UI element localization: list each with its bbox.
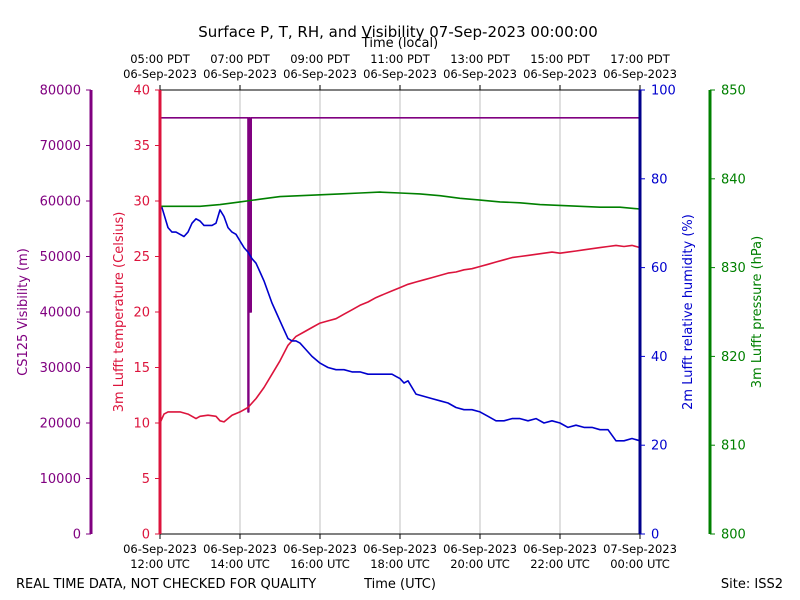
visibility-tick-label: 60000 (40, 195, 81, 210)
bottom-tick-label: 06-Sep-2023 (523, 542, 597, 556)
top-tick-label: 13:00 PDT (450, 52, 511, 66)
bottom-tick-label: 00:00 UTC (610, 557, 670, 571)
pressure-tick-label: 840 (721, 172, 746, 187)
visibility-tick-label: 70000 (40, 139, 81, 154)
top-tick-label: 05:00 PDT (130, 52, 191, 66)
temperature-tick-label: 30 (133, 195, 150, 210)
bottom-tick-label: 07-Sep-2023 (603, 542, 677, 556)
bottom-tick-label: 06-Sep-2023 (123, 542, 197, 556)
bottom-tick-label: 06-Sep-2023 (363, 542, 437, 556)
bottom-tick-label: 06-Sep-2023 (443, 542, 517, 556)
top-tick-label: 09:00 PDT (290, 52, 351, 66)
top-tick-label: 15:00 PDT (530, 52, 591, 66)
pressure-tick-label: 830 (721, 261, 746, 276)
humidity-tick-label: 20 (651, 439, 668, 454)
temperature-tick-label: 0 (142, 528, 150, 543)
bottom-tick-label: 12:00 UTC (130, 557, 190, 571)
visibility-axis-label: CS125 Visibility (m) (16, 248, 31, 376)
top-tick-label: 06-Sep-2023 (203, 67, 277, 81)
pressure-tick-label: 800 (721, 528, 746, 543)
visibility-tick-label: 50000 (40, 250, 81, 265)
temperature-tick-label: 35 (133, 139, 150, 154)
temperature-tick-label: 20 (133, 306, 150, 321)
top-tick-label: 11:00 PDT (370, 52, 431, 66)
top-tick-label: 17:00 PDT (610, 52, 671, 66)
temperature-axis-label: 3m Lufft temperature (Celsius) (112, 212, 127, 413)
footer-quality-note: REAL TIME DATA, NOT CHECKED FOR QUALITY (16, 577, 316, 592)
top-tick-label: 06-Sep-2023 (523, 67, 597, 81)
temperature-tick-label: 15 (133, 361, 150, 376)
temperature-series-line (159, 244, 641, 424)
humidity-tick-label: 40 (651, 350, 668, 365)
temperature-tick-label: 25 (133, 250, 150, 265)
top-tick-label: 06-Sep-2023 (443, 67, 517, 81)
humidity-axis-label: 2m Lufft relative humidity (%) (681, 214, 696, 410)
visibility-tick-label: 10000 (40, 472, 81, 487)
visibility-tick-label: 80000 (40, 84, 81, 99)
temperature-tick-label: 40 (133, 84, 150, 99)
footer-site-label: Site: ISS2 (721, 577, 783, 592)
top-tick-label: 07:00 PDT (210, 52, 271, 66)
bottom-tick-label: 22:00 UTC (530, 557, 590, 571)
bottom-tick-label: 14:00 UTC (210, 557, 270, 571)
plot-area (159, 117, 641, 442)
value-axes: 0100002000030000400005000060000700008000… (16, 84, 765, 543)
humidity-tick-label: 0 (651, 528, 659, 543)
top-tick-label: 06-Sep-2023 (363, 67, 437, 81)
pressure-tick-label: 810 (721, 439, 746, 454)
visibility-tick-label: 20000 (40, 417, 81, 432)
pressure-series-line (160, 191, 641, 210)
visibility-series-line (160, 117, 640, 413)
humidity-tick-label: 80 (651, 172, 668, 187)
bottom-tick-label: 06-Sep-2023 (203, 542, 277, 556)
humidity-tick-label: 60 (651, 261, 668, 276)
top-tick-label: 06-Sep-2023 (283, 67, 357, 81)
bottom-tick-label: 18:00 UTC (370, 557, 430, 571)
humidity-series-line (159, 204, 641, 442)
pressure-tick-label: 820 (721, 350, 746, 365)
temperature-tick-label: 10 (133, 417, 150, 432)
temperature-tick-label: 5 (142, 472, 150, 487)
visibility-tick-label: 40000 (40, 306, 81, 321)
pressure-tick-label: 850 (721, 84, 746, 99)
chart-title: Surface P, T, RH, and Visibility 07-Sep-… (198, 23, 598, 41)
top-tick-label: 06-Sep-2023 (603, 67, 677, 81)
visibility-tick-label: 0 (73, 528, 81, 543)
bottom-tick-label: 16:00 UTC (290, 557, 350, 571)
top-axis-label: Time (local) (361, 36, 438, 51)
bottom-axis-label: Time (UTC) (363, 577, 436, 592)
pressure-axis-label: 3m Lufft pressure (hPa) (750, 236, 765, 388)
humidity-tick-label: 100 (651, 84, 676, 99)
bottom-tick-label: 06-Sep-2023 (283, 542, 357, 556)
top-tick-label: 06-Sep-2023 (123, 67, 197, 81)
bottom-tick-label: 20:00 UTC (450, 557, 510, 571)
visibility-tick-label: 30000 (40, 361, 81, 376)
